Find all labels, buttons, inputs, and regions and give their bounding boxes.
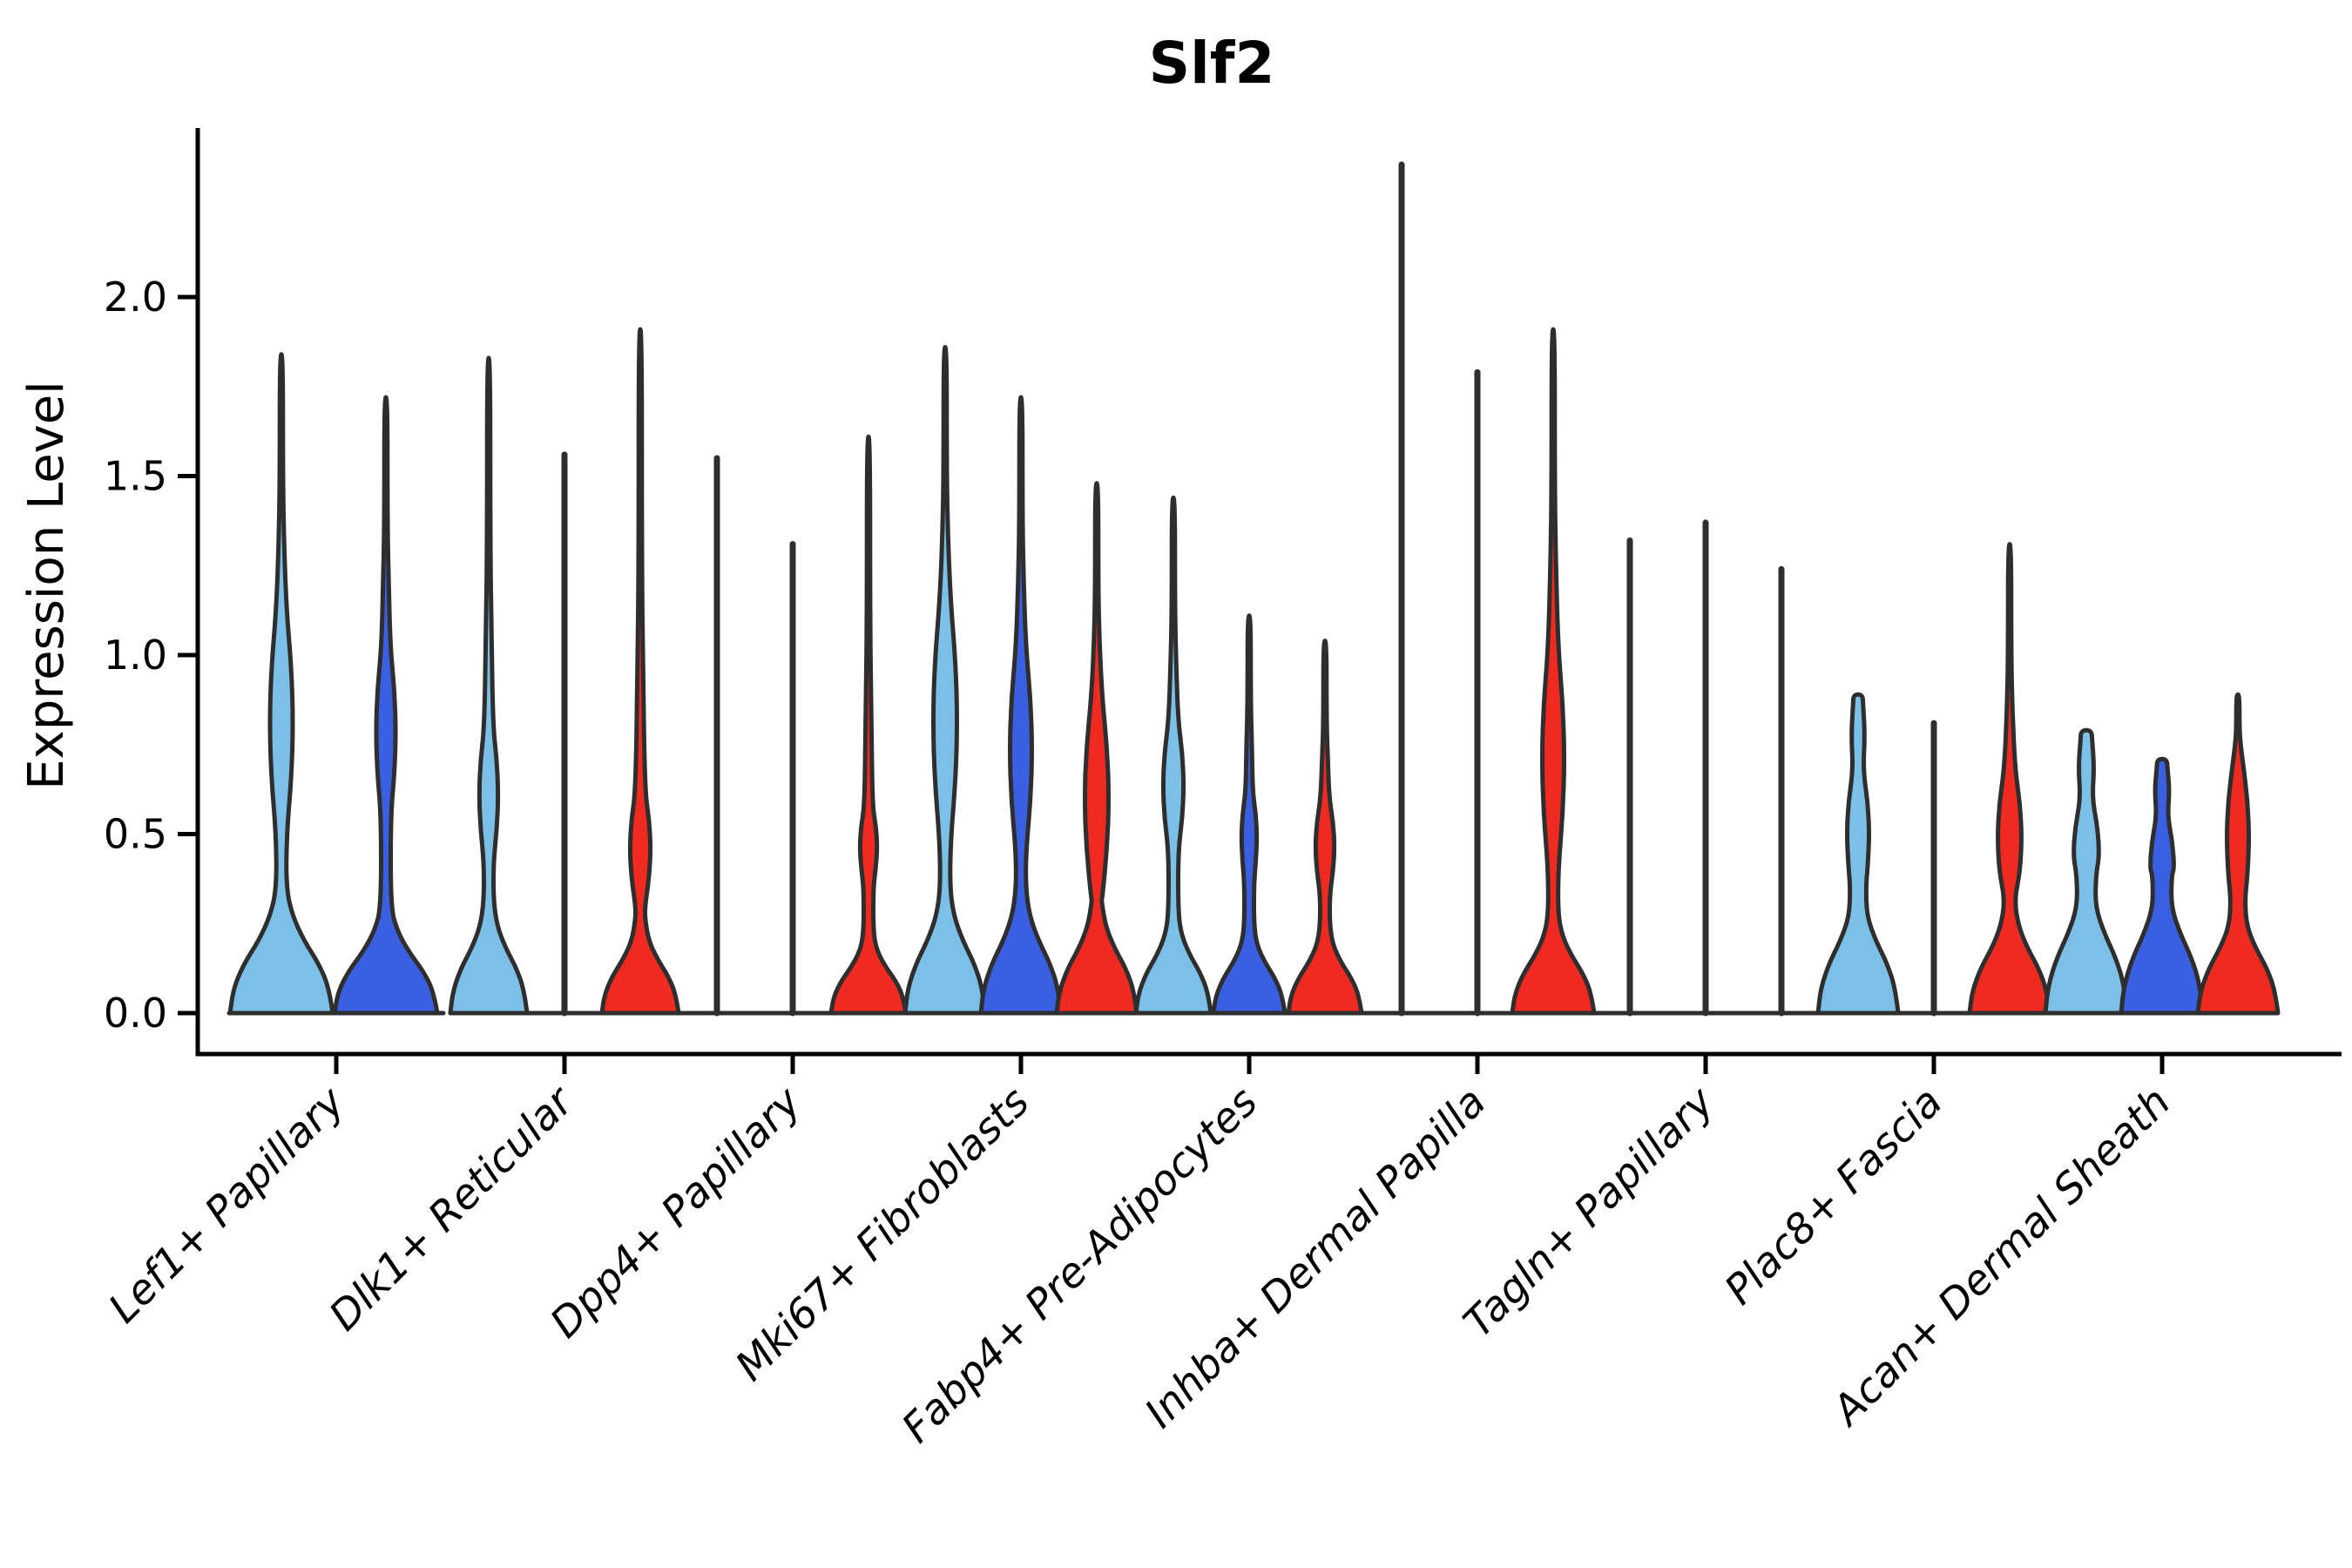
x-tick-label-7: Plac8+ Fascia	[1715, 1078, 1951, 1315]
violin-1-light_blue	[448, 355, 530, 1016]
x-tick-label-2: Dpp4+ Papillary	[541, 1078, 811, 1348]
y-tick-label: 1.5	[104, 453, 167, 500]
violin-4-dark_blue	[1211, 613, 1288, 1016]
violin-0-light_blue	[227, 352, 335, 1016]
y-tick-label: 0.5	[104, 811, 167, 858]
chart-title: Slf2	[1149, 30, 1275, 97]
violin-1-red	[599, 327, 681, 1016]
violin-7-light_blue	[1815, 692, 1901, 1016]
axes-spines	[195, 128, 2342, 1057]
violin-3-dark_blue	[978, 395, 1064, 1016]
y-axis-label: Expression Level	[18, 381, 75, 790]
y-tick-label: 0.0	[104, 990, 167, 1037]
violin-4-light_blue	[1133, 495, 1213, 1016]
violin-8-dark_blue	[2119, 756, 2206, 1016]
violin-5-red	[1510, 327, 1597, 1016]
violin-8-light_blue	[2043, 727, 2130, 1016]
violin-8-red	[2195, 692, 2281, 1016]
y-tick-label: 2.0	[104, 274, 167, 321]
violin-3-red	[1054, 481, 1139, 1016]
violin-2-red	[828, 434, 909, 1016]
violin-0-dark_blue	[332, 395, 440, 1016]
x-tick-label-6: Tagln+ Papillary	[1455, 1078, 1725, 1348]
violin-4-red	[1286, 639, 1364, 1016]
violin-layer	[226, 161, 2281, 1017]
violin-3-light_blue	[902, 345, 988, 1016]
y-tick-label: 1.0	[104, 632, 167, 679]
violin-7-red	[1967, 542, 2052, 1016]
x-tick-label-0: Lef1+ Papillary	[99, 1078, 355, 1333]
x-tick-label-1: Dlk1+ Reticular	[321, 1077, 585, 1341]
